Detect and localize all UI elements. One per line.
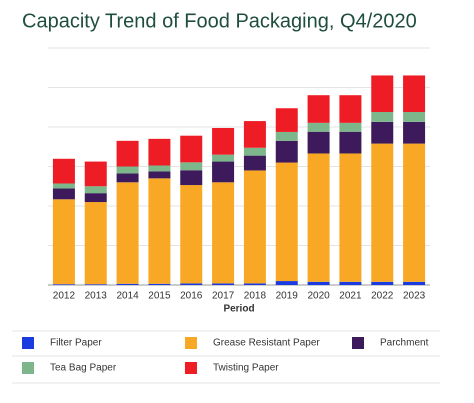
bar-segment bbox=[339, 153, 362, 282]
bar-segment bbox=[307, 122, 330, 132]
bar-segment bbox=[339, 95, 362, 123]
bar-segment bbox=[371, 281, 394, 285]
legend-label: Twisting Paper bbox=[213, 363, 279, 374]
bar-segment bbox=[403, 121, 426, 144]
bar-segment bbox=[339, 122, 362, 132]
bar-segment bbox=[275, 281, 298, 285]
bar-segment bbox=[212, 127, 235, 155]
bar-segment bbox=[52, 158, 75, 184]
bar-segment bbox=[339, 281, 362, 285]
legend-swatch bbox=[22, 337, 34, 349]
bar-segment bbox=[180, 170, 203, 186]
chart-title: Capacity Trend of Food Packaging, Q4/202… bbox=[22, 10, 417, 32]
bar-segment bbox=[403, 281, 426, 285]
bar-segment bbox=[212, 182, 235, 284]
bar-segment bbox=[116, 283, 139, 285]
bar-segment bbox=[84, 186, 107, 194]
bar-segment bbox=[212, 154, 235, 162]
bar-segment bbox=[148, 138, 171, 166]
bar-segment bbox=[275, 108, 298, 132]
x-tick-label: 2012 bbox=[53, 291, 76, 302]
legend-swatch bbox=[185, 337, 197, 349]
bar-segment bbox=[371, 143, 394, 282]
bar-segment bbox=[116, 140, 139, 167]
bar-segment bbox=[116, 182, 139, 284]
bar-segment bbox=[116, 173, 139, 183]
bar-segment bbox=[212, 161, 235, 183]
x-tick-label: 2022 bbox=[371, 291, 394, 302]
bar-segment bbox=[243, 147, 266, 156]
bar-segment bbox=[84, 193, 107, 203]
legend-label: Parchment bbox=[380, 338, 429, 349]
bar-segment bbox=[148, 165, 171, 172]
bar-segment bbox=[339, 131, 362, 154]
x-axis-title: Period bbox=[223, 304, 254, 315]
legend-label: Grease Resistant Paper bbox=[213, 338, 320, 349]
bar-segment bbox=[371, 121, 394, 144]
x-tick-label: 2013 bbox=[85, 291, 108, 302]
bar-segment bbox=[371, 111, 394, 122]
bar-segment bbox=[212, 283, 235, 285]
bar-segment bbox=[243, 155, 266, 171]
bar-segment bbox=[180, 135, 203, 163]
bar-segment bbox=[243, 121, 266, 148]
bar-segment bbox=[52, 183, 75, 189]
x-tick-label: 2018 bbox=[244, 291, 267, 302]
x-tick-label: 2015 bbox=[148, 291, 171, 302]
bar-segment bbox=[84, 284, 107, 285]
bar-segment bbox=[148, 283, 171, 285]
bar-segment bbox=[180, 185, 203, 284]
bar-segment bbox=[243, 283, 266, 285]
bar-segment bbox=[243, 170, 266, 284]
bar-segment bbox=[148, 178, 171, 284]
bar-segment bbox=[180, 283, 203, 285]
bar-segment bbox=[52, 199, 75, 285]
legend-label: Tea Bag Paper bbox=[50, 363, 117, 374]
bar-segment bbox=[307, 95, 330, 123]
bar-segment bbox=[403, 111, 426, 122]
bar-segment bbox=[307, 281, 330, 285]
x-tick-label: 2016 bbox=[180, 291, 203, 302]
legend-swatch bbox=[185, 362, 197, 374]
bar-segment bbox=[52, 188, 75, 200]
x-tick-label: 2017 bbox=[212, 291, 235, 302]
bar-segment bbox=[403, 143, 426, 282]
x-tick-label: 2021 bbox=[339, 291, 362, 302]
bar-segment bbox=[275, 131, 298, 141]
bar-segment bbox=[180, 162, 203, 171]
legend-swatch bbox=[352, 337, 364, 349]
x-tick-label: 2014 bbox=[116, 291, 139, 302]
bar-segment bbox=[307, 131, 330, 154]
x-tick-label: 2020 bbox=[307, 291, 330, 302]
bar-segment bbox=[52, 284, 75, 285]
x-tick-label: 2019 bbox=[276, 291, 299, 302]
bar-segment bbox=[403, 75, 426, 112]
legend-swatch bbox=[22, 362, 34, 374]
bar-segment bbox=[84, 202, 107, 285]
legend-label: Filter Paper bbox=[50, 338, 102, 349]
bar-segment bbox=[275, 162, 298, 282]
bar-segment bbox=[307, 153, 330, 282]
bar-segment bbox=[84, 161, 107, 187]
bar-segment bbox=[275, 140, 298, 163]
bar-segment bbox=[148, 171, 171, 179]
bar-segment bbox=[371, 75, 394, 112]
bar-segment bbox=[116, 166, 139, 174]
x-tick-label: 2023 bbox=[403, 291, 426, 302]
